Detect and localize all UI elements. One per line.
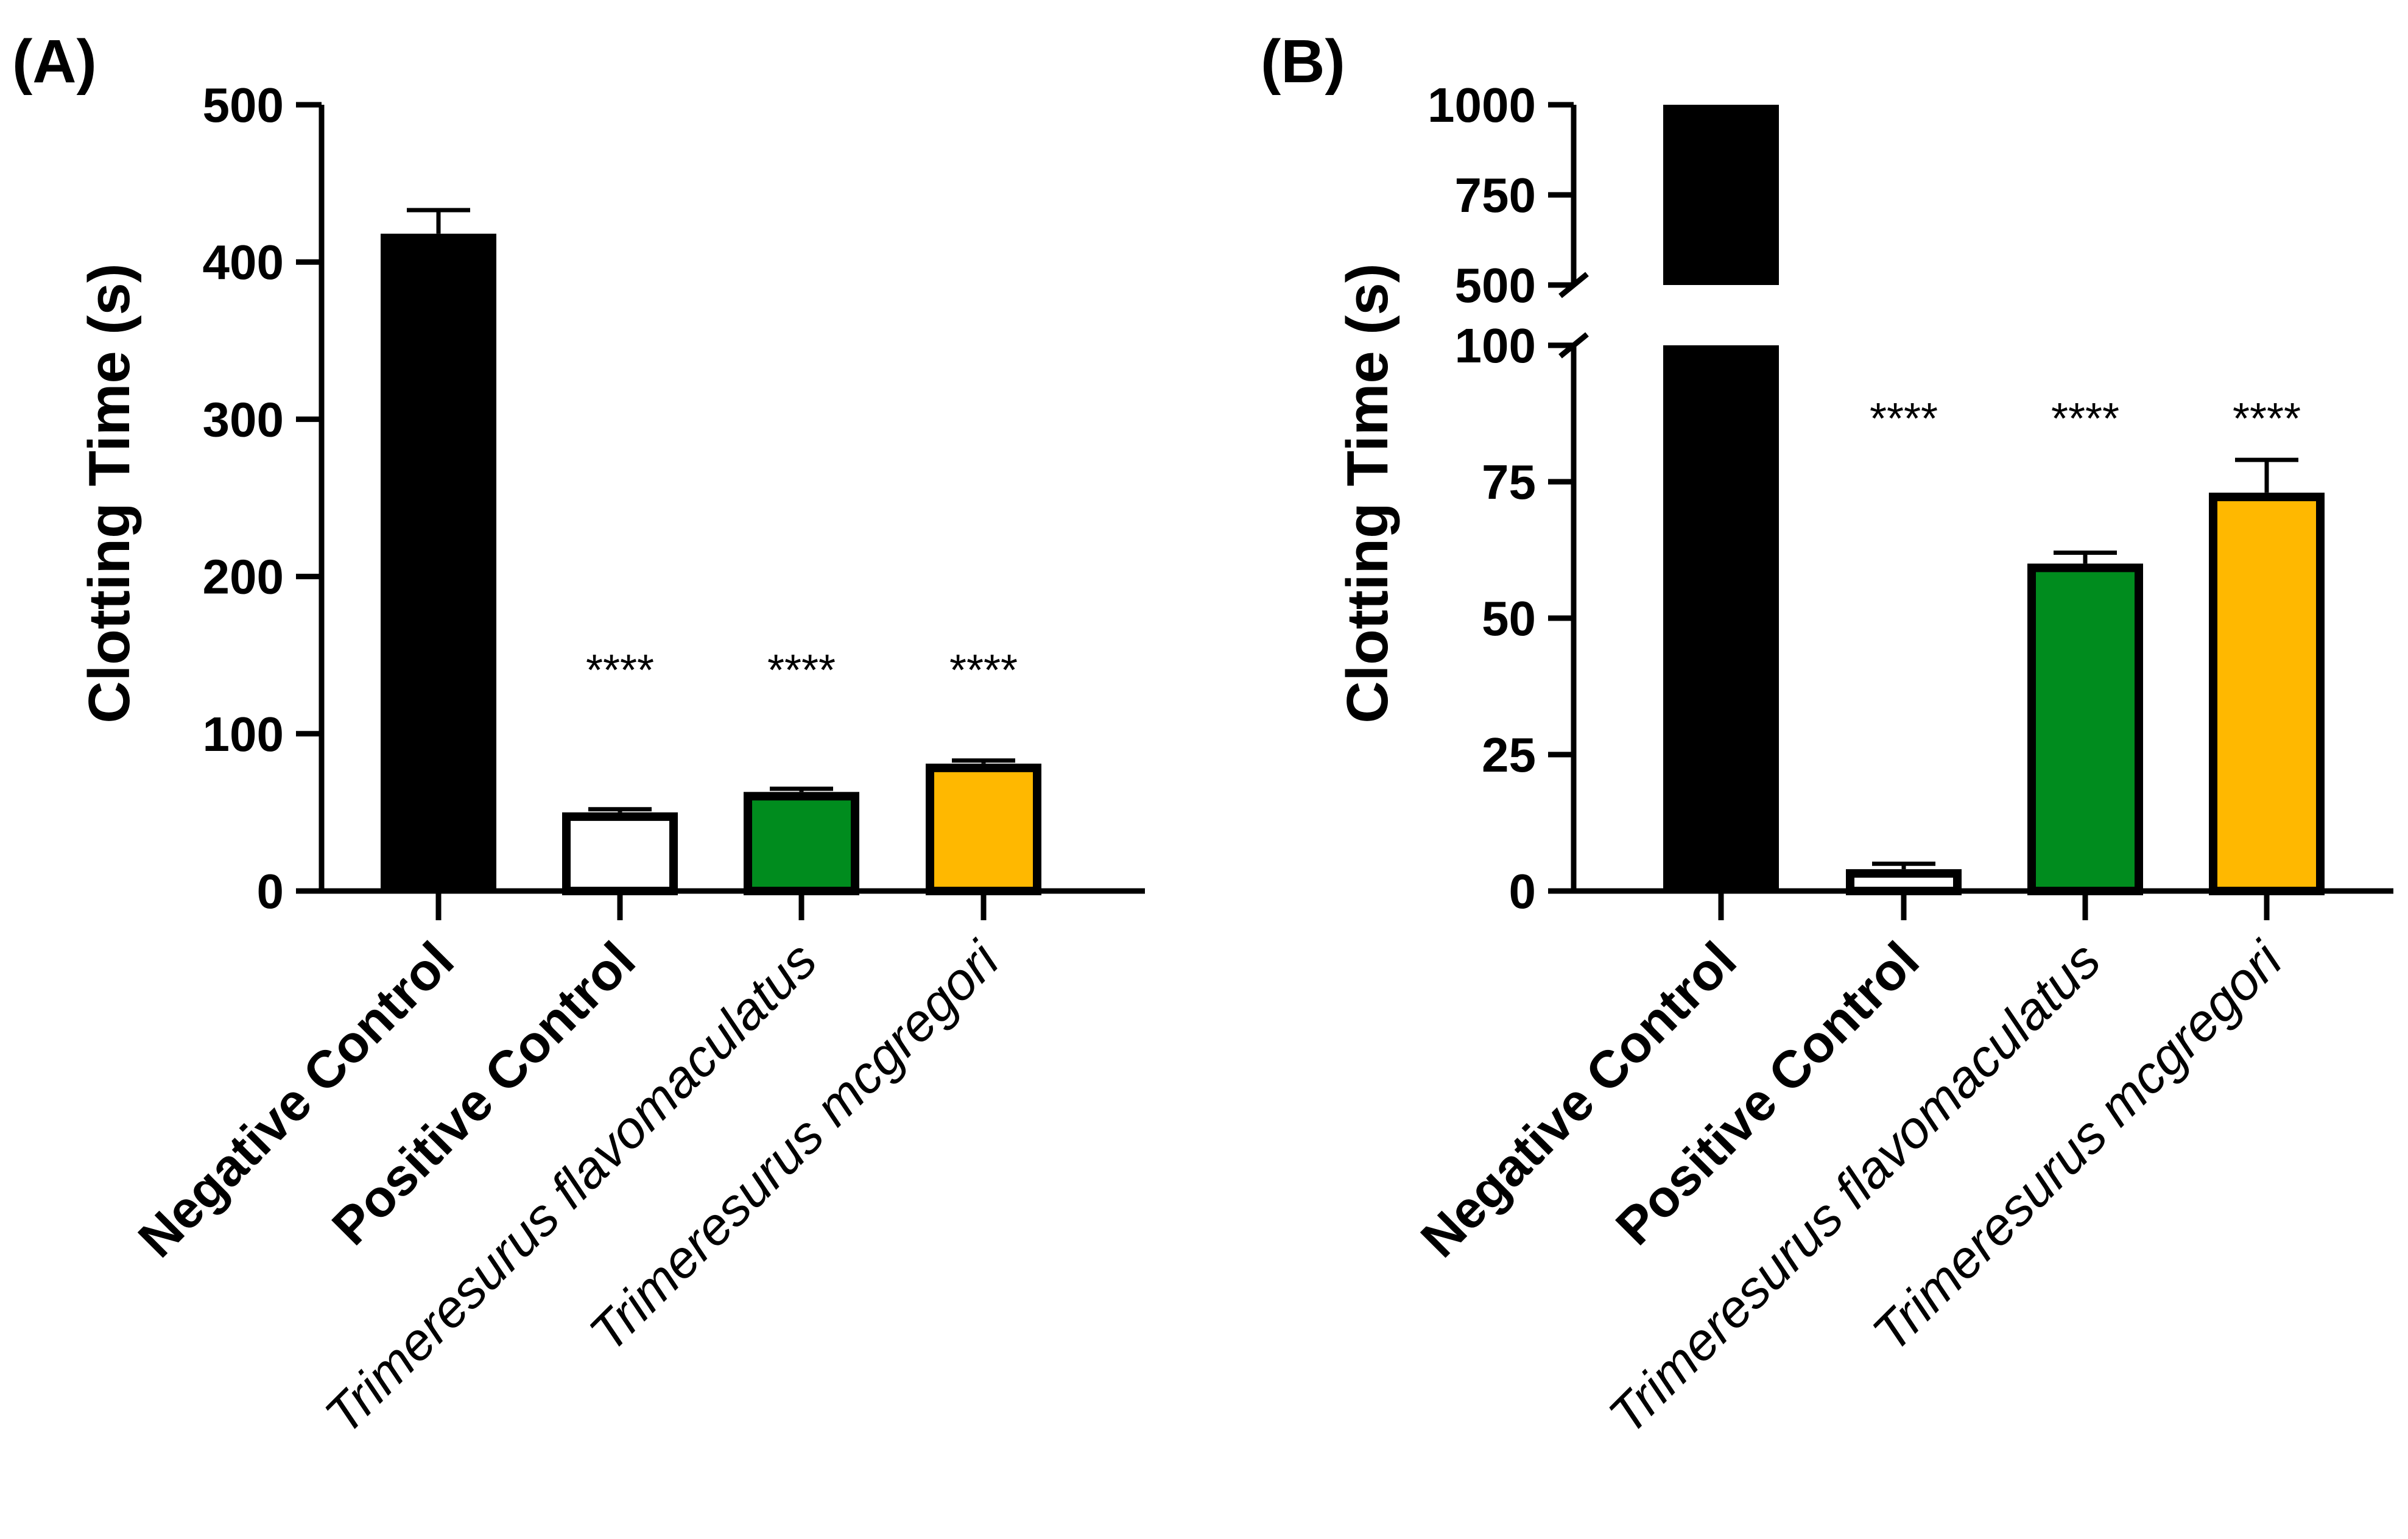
panel-a: (A) Clotting Time (s) 0 100 200 300 400 500 Ne… <box>12 27 1145 1445</box>
panel-b-bar-positive-control <box>1846 869 1962 896</box>
panel-b-category-label: Negative Control <box>1410 931 1747 1269</box>
panel-a-bar-trimeresurus-flavomaculatus <box>744 792 859 895</box>
panel-a-bar-trimeresurus-mcgregori <box>926 763 1041 896</box>
panel-b-bar-negative-control-upper <box>1663 105 1779 285</box>
panel-a-y-tick-label: 500 <box>203 78 284 132</box>
panel-a-significance-label: **** <box>767 646 836 695</box>
panel-b-y-tick-label: 50 <box>1482 591 1536 646</box>
panel-b-significance-label: **** <box>1870 395 1938 443</box>
panel-b-y-tick-label: 25 <box>1482 728 1536 782</box>
panel-b: (B) Clotting Time (s) 0 25 50 75 100 500 750 10… <box>1261 27 2393 1445</box>
panel-a-y-tick-label: 200 <box>203 550 284 604</box>
panel-a-y-tick-label: 400 <box>203 235 284 289</box>
panel-a-significance-label: **** <box>586 646 654 695</box>
panel-a-letter: (A) <box>12 27 97 96</box>
panel-a-y-tick-label: 0 <box>257 864 284 918</box>
panel-b-category-label: Positive Control <box>1605 931 1930 1256</box>
panel-b-y-tick-label: 0 <box>1509 864 1537 918</box>
panel-b-bar-trimeresurus-flavomaculatus <box>2027 563 2143 895</box>
panel-b-y-tick-label: 1000 <box>1428 78 1536 132</box>
panel-b-bar-trimeresurus-mcgregori <box>2209 492 2325 895</box>
panel-b-significance-label: **** <box>2051 395 2119 443</box>
panel-a-bar-positive-control <box>562 812 678 896</box>
panel-a-bar-negative-control <box>381 233 496 891</box>
panel-b-y-tick-label: 75 <box>1482 455 1536 509</box>
panel-b-letter: (B) <box>1261 27 1345 96</box>
panel-b-y-tick-label: 100 <box>1455 319 1536 373</box>
panel-a-significance-label: **** <box>949 646 1018 695</box>
panel-a-category-label: Negative Control <box>127 931 465 1269</box>
panel-a-y-tick-label: 100 <box>203 707 284 761</box>
panel-b-y-tick-label: 500 <box>1455 258 1536 312</box>
panel-b-bar-negative-control <box>1663 345 1779 891</box>
panel-b-significance-label: **** <box>2233 395 2301 443</box>
panel-b-y-axis-label: Clotting Time (s) <box>1335 263 1400 724</box>
panel-a-category-label: Positive Control <box>321 931 646 1256</box>
panel-a-y-axis-label: Clotting Time (s) <box>77 263 142 724</box>
panel-b-y-tick-label: 750 <box>1455 168 1536 222</box>
panel-a-y-tick-label: 300 <box>203 392 284 446</box>
